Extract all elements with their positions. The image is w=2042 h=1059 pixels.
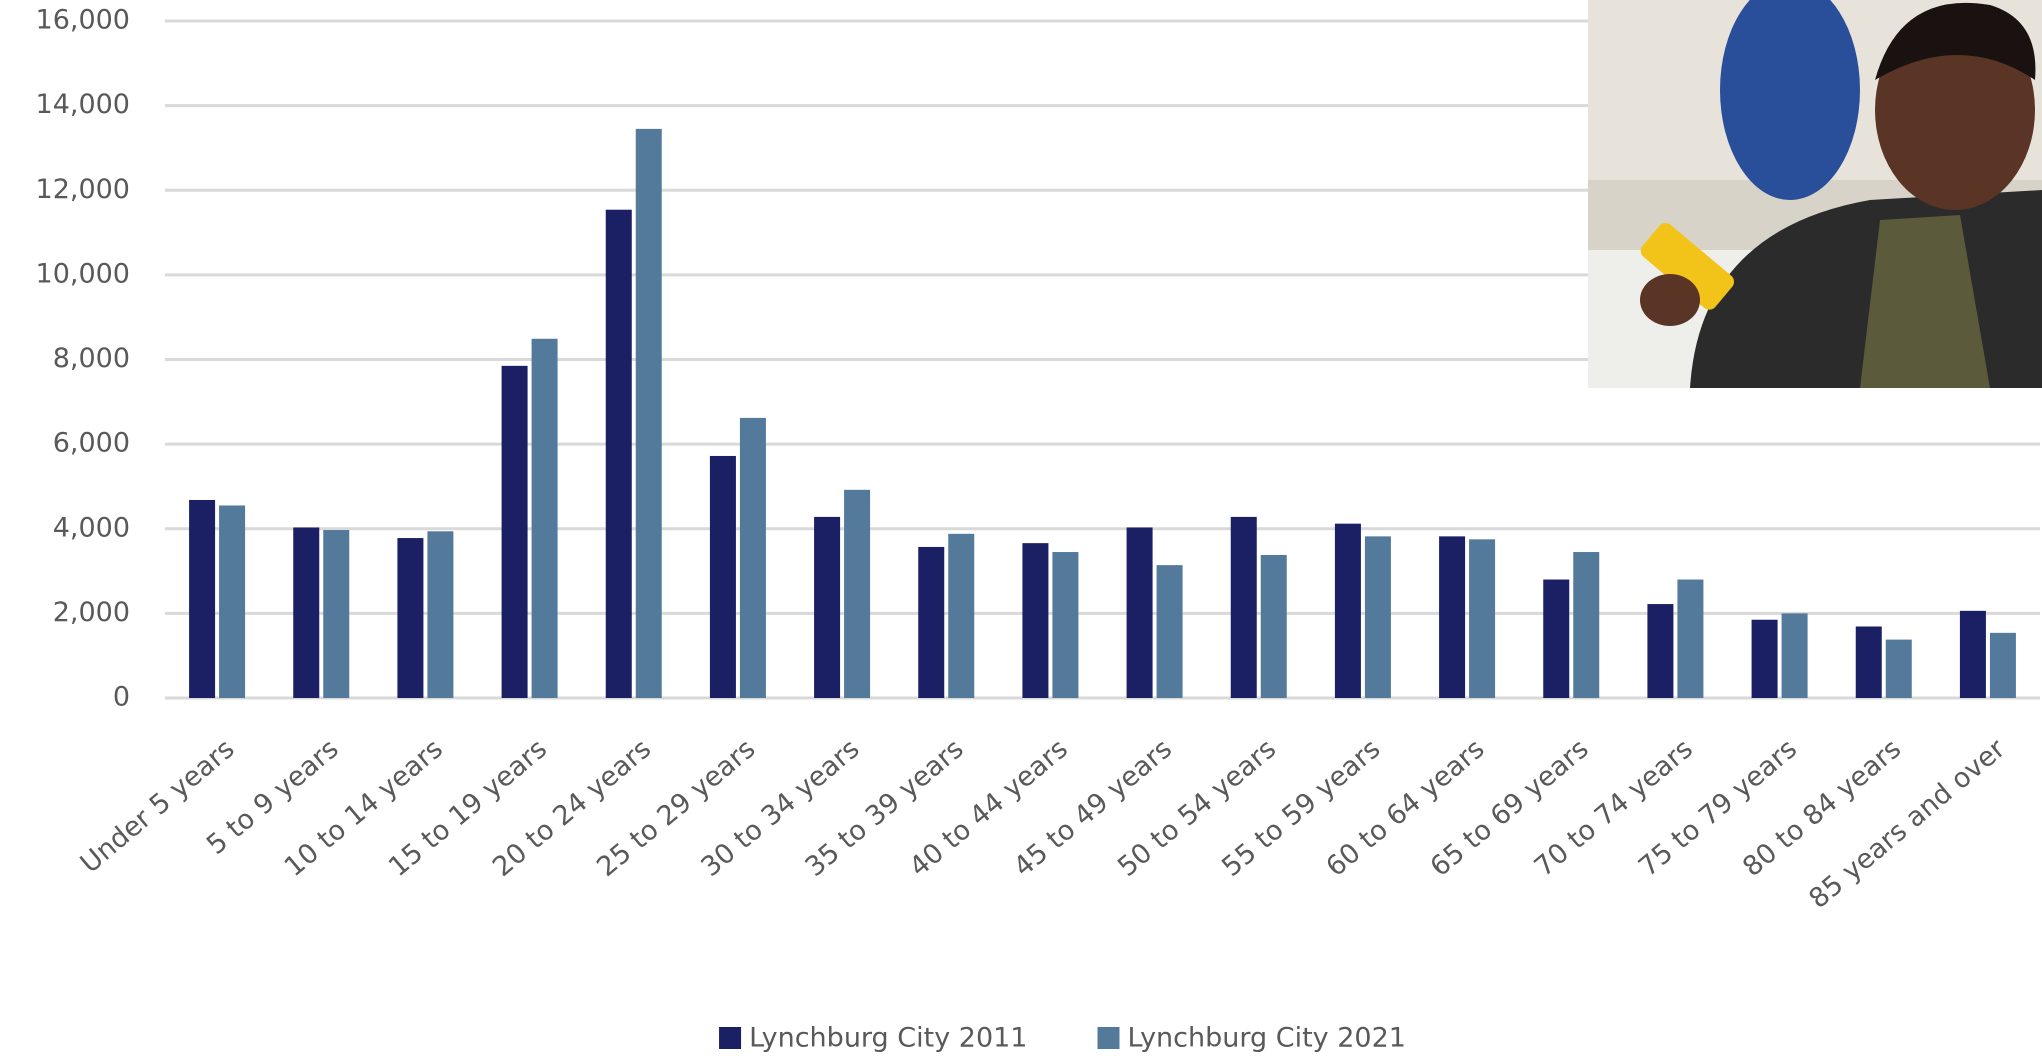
- bar: [1022, 543, 1049, 698]
- y-tick-label: 14,000: [36, 89, 130, 120]
- bar: [739, 417, 766, 698]
- photo-chair: [1720, 0, 1860, 200]
- bar: [814, 516, 841, 698]
- y-tick-label: 10,000: [36, 258, 130, 289]
- photo-glue: [1640, 222, 1734, 310]
- legend-swatch: [1097, 1027, 1120, 1049]
- y-tick-label: 8,000: [53, 343, 130, 374]
- bar: [709, 455, 736, 698]
- bar: [1230, 516, 1257, 698]
- bar: [1959, 610, 1986, 698]
- y-tick-label: 4,000: [53, 512, 130, 543]
- legend-swatch: [719, 1027, 742, 1049]
- bar: [635, 128, 662, 699]
- bar: [918, 546, 945, 698]
- bar: [501, 365, 528, 698]
- y-tick-label: 0: [113, 682, 130, 713]
- bar: [1439, 536, 1466, 698]
- bar: [293, 527, 320, 698]
- bar: [1855, 626, 1882, 698]
- legend-label: Lynchburg City 2021: [1128, 1023, 1406, 1054]
- bar: [605, 209, 632, 698]
- photo-hair: [1875, 2, 2036, 80]
- legend: Lynchburg City 2011 Lynchburg City 2021: [719, 1023, 1406, 1054]
- bar: [1364, 536, 1391, 698]
- bar: [948, 533, 975, 698]
- x-tick-label: 85 years and over: [1803, 733, 2012, 915]
- bar: [397, 538, 424, 698]
- y-tick-label: 6,000: [53, 428, 130, 459]
- bar: [1260, 554, 1287, 698]
- bar: [189, 499, 216, 698]
- bar: [1751, 619, 1778, 698]
- bar: [1156, 565, 1183, 698]
- legend-label: Lynchburg City 2011: [749, 1023, 1027, 1054]
- bar: [1885, 639, 1912, 698]
- photo: [1588, 0, 2042, 388]
- photo-shirt: [1860, 215, 1990, 388]
- bar: [1573, 552, 1600, 698]
- y-tick-label: 2,000: [53, 597, 130, 628]
- bar: [1781, 613, 1808, 698]
- y-tick-label: 12,000: [36, 174, 130, 205]
- bar: [1677, 579, 1704, 698]
- bar: [1052, 552, 1079, 698]
- y-tick-label: 16,000: [36, 5, 130, 36]
- bar: [1334, 523, 1361, 698]
- bar: [323, 530, 350, 698]
- bar: [1647, 604, 1674, 698]
- bar: [1543, 579, 1570, 698]
- x-tick-label: Under 5 years: [75, 733, 241, 879]
- bar: [531, 338, 558, 698]
- photo-hand: [1640, 274, 1700, 326]
- bar: [1989, 632, 2016, 698]
- bar: [219, 505, 246, 698]
- bar: [427, 531, 454, 698]
- bar: [1126, 527, 1153, 698]
- bar: [1469, 539, 1496, 698]
- bar: [844, 489, 871, 698]
